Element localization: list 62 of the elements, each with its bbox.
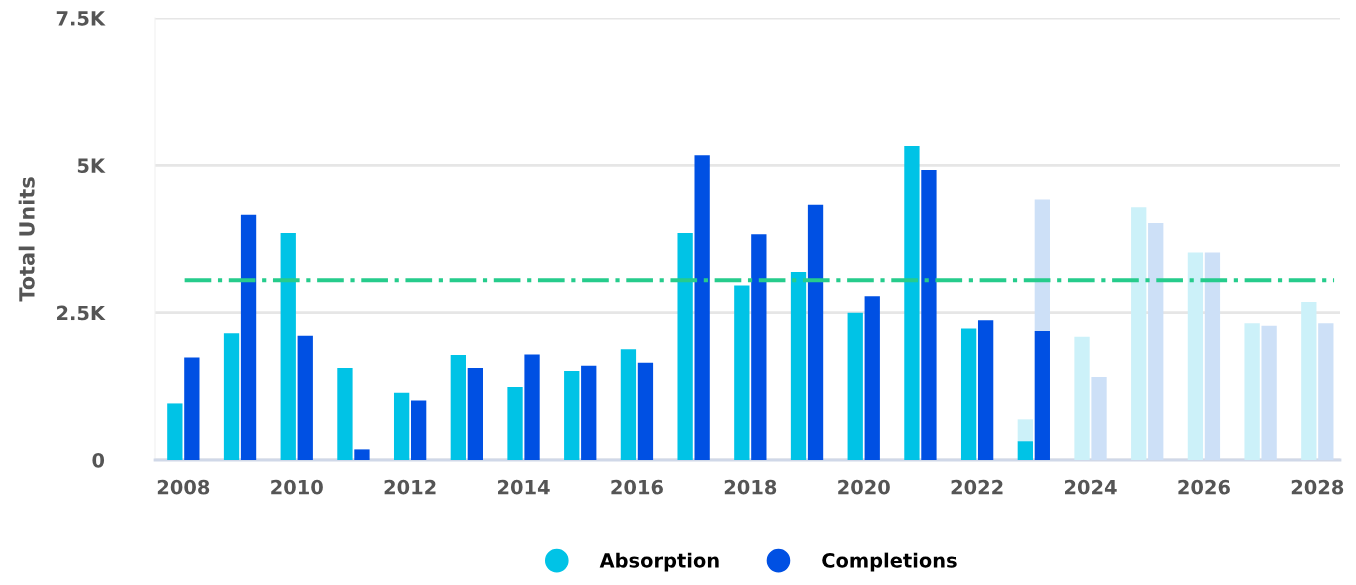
bar — [1034, 199, 1050, 331]
bar — [921, 170, 937, 460]
y-axis-title: Total Units — [18, 177, 35, 302]
x-tick-label: 2016 — [611, 479, 663, 495]
bar — [1204, 252, 1221, 460]
bar — [977, 320, 994, 460]
bar — [393, 392, 410, 460]
bar — [694, 155, 710, 460]
y-tick-label: 0 — [92, 452, 105, 468]
bar — [1301, 302, 1317, 460]
bar — [1261, 325, 1277, 460]
bar — [1074, 336, 1090, 460]
x-tick-label: 2018 — [724, 479, 777, 495]
bar — [1148, 223, 1164, 460]
bar — [807, 204, 824, 460]
x-tick-label: 2010 — [271, 479, 323, 495]
bar — [524, 354, 540, 460]
y-tick-label: 2.5K — [57, 305, 106, 321]
bar — [337, 368, 353, 460]
bar — [620, 349, 637, 460]
bar — [1244, 323, 1260, 460]
y-tick-label: 7.5K — [56, 11, 106, 26]
bar — [1091, 376, 1107, 460]
bar — [410, 400, 427, 460]
bar — [1187, 252, 1204, 460]
bar — [751, 234, 767, 460]
x-tick-label: 2026 — [1178, 479, 1230, 495]
legend-label: Absorption — [599, 552, 719, 572]
bar — [507, 386, 523, 460]
bar — [223, 333, 240, 460]
bar — [1318, 323, 1334, 460]
bar — [960, 328, 977, 460]
x-tick-label: 2028 — [1291, 479, 1344, 495]
bar — [864, 296, 880, 460]
x-tick-label: 2022 — [951, 479, 1003, 495]
x-tick-label: 2008 — [157, 479, 210, 495]
bar — [847, 312, 863, 460]
bar — [581, 365, 597, 460]
bar — [280, 233, 296, 460]
bar — [1017, 441, 1033, 460]
legend-label: Completions — [822, 552, 957, 572]
bar — [564, 371, 580, 460]
x-tick-label: 2012 — [384, 479, 436, 495]
bar — [450, 355, 466, 460]
bar — [184, 357, 200, 460]
bar — [677, 233, 693, 460]
bar — [1034, 330, 1050, 460]
bar — [297, 335, 313, 460]
x-tick-label: 2024 — [1065, 479, 1117, 495]
bar — [734, 285, 750, 460]
bar — [167, 403, 183, 460]
bar — [904, 145, 920, 460]
x-tick-label: 2014 — [498, 479, 550, 495]
bar — [790, 272, 807, 460]
bar — [1131, 207, 1147, 460]
bar — [1017, 419, 1033, 442]
bar — [467, 368, 483, 460]
x-tick-label: 2020 — [838, 479, 890, 495]
y-tick-label: 5K — [77, 158, 106, 173]
bar — [637, 362, 654, 460]
bar — [354, 449, 370, 460]
bar — [240, 214, 257, 460]
